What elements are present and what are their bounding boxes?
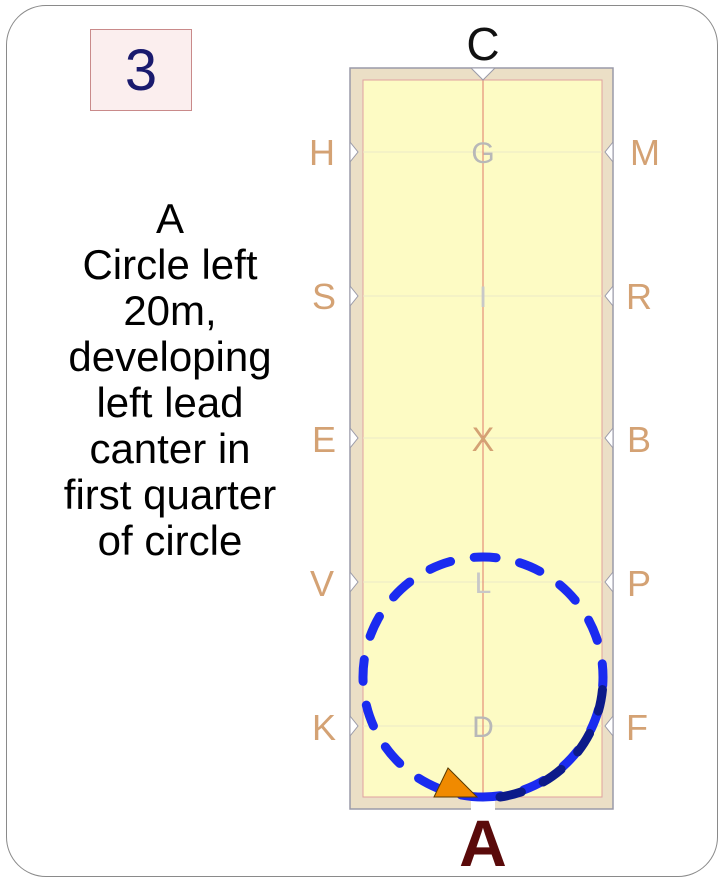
right-letters: M R B P F: [626, 132, 660, 748]
centerline-letters: G I X L D: [471, 137, 494, 744]
movement-instructions: A Circle left 20m, developing left lead …: [30, 196, 310, 564]
letter-i: I: [479, 281, 487, 314]
instruction-line: 20m,: [123, 287, 217, 334]
letter-x: X: [472, 421, 495, 459]
letter-r: R: [626, 276, 652, 317]
letter-d: D: [472, 711, 494, 744]
instruction-line: A: [155, 195, 184, 242]
letter-g: G: [471, 137, 494, 170]
triangle-horse-icon: [433, 767, 479, 798]
test-number: 3: [124, 37, 158, 103]
right-notches: [604, 140, 614, 738]
letter-m: M: [630, 132, 660, 173]
notch-c: [469, 67, 497, 81]
circle-path: [358, 552, 608, 802]
letter-l: L: [475, 567, 492, 600]
test-number-box: 3: [90, 29, 192, 111]
instruction-line: canter in: [89, 425, 251, 472]
letter-k: K: [312, 707, 336, 748]
left-letters: H S E V K: [309, 132, 336, 748]
letter-v: V: [310, 563, 334, 604]
letter-h: H: [309, 132, 335, 173]
instruction-line: developing: [68, 333, 272, 380]
letter-b: B: [627, 419, 651, 460]
instruction-line: Circle left: [82, 241, 258, 288]
instruction-line: of circle: [97, 517, 243, 564]
letter-c: C: [466, 18, 499, 70]
instruction-line: first quarter: [63, 471, 277, 518]
left-notches: [349, 140, 359, 738]
letter-s: S: [312, 276, 336, 317]
letter-f: F: [626, 707, 648, 748]
instruction-line: left lead: [96, 379, 244, 426]
letter-a: A: [459, 806, 507, 880]
circle-path-canter: [495, 672, 608, 802]
letter-e: E: [312, 419, 336, 460]
letter-p: P: [627, 563, 651, 604]
